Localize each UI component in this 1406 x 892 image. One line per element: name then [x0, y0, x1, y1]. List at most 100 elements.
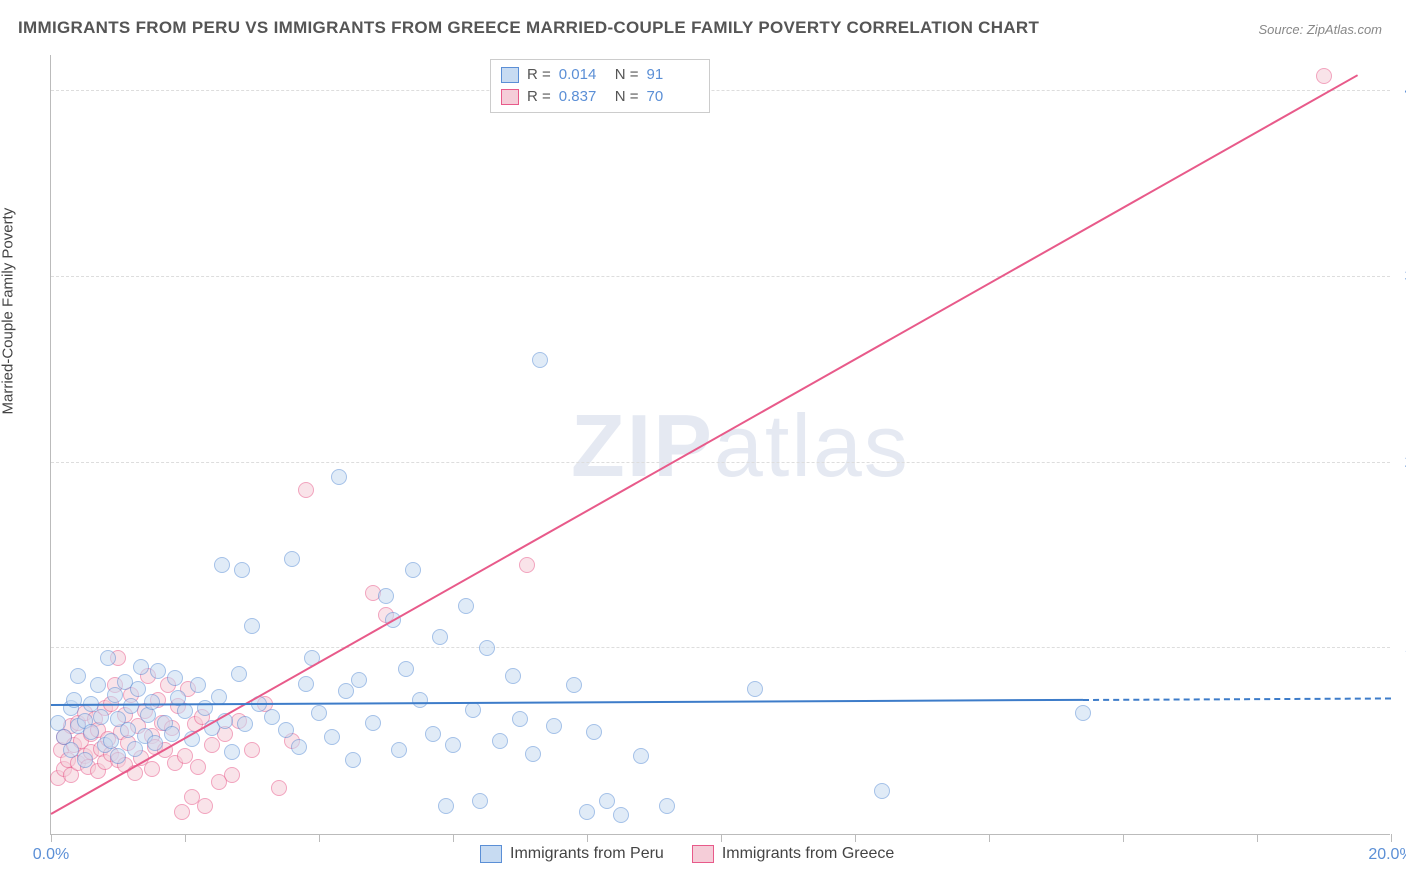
data-point-peru — [107, 687, 123, 703]
data-point-peru — [278, 722, 294, 738]
data-point-peru — [311, 705, 327, 721]
data-point-peru — [103, 733, 119, 749]
r-value-peru: 0.014 — [559, 64, 607, 86]
data-point-peru — [298, 676, 314, 692]
data-point-peru — [492, 733, 508, 749]
data-point-peru — [365, 715, 381, 731]
n-label: N = — [615, 64, 639, 86]
data-point-peru — [224, 744, 240, 760]
data-point-peru — [566, 677, 582, 693]
data-point-peru — [351, 672, 367, 688]
r-label: R = — [527, 86, 551, 108]
legend-label-peru: Immigrants from Peru — [510, 845, 664, 863]
x-tick — [185, 834, 186, 842]
swatch-peru — [501, 67, 519, 83]
legend-item-peru: Immigrants from Peru — [480, 845, 664, 863]
data-point-peru — [264, 709, 280, 725]
data-point-peru — [586, 724, 602, 740]
data-point-peru — [120, 722, 136, 738]
data-point-peru — [147, 735, 163, 751]
y-axis-label: Married-Couple Family Poverty — [0, 208, 17, 415]
data-point-peru — [90, 677, 106, 693]
data-point-peru — [532, 352, 548, 368]
data-point-peru — [445, 737, 461, 753]
data-point-peru — [177, 703, 193, 719]
data-point-greece — [197, 798, 213, 814]
swatch-peru — [480, 845, 502, 863]
data-point-greece — [190, 759, 206, 775]
data-point-peru — [331, 469, 347, 485]
x-tick-label: 20.0% — [1368, 846, 1406, 864]
data-point-peru — [458, 598, 474, 614]
trend-line-dashed — [1083, 697, 1391, 701]
data-point-peru — [214, 557, 230, 573]
data-point-peru — [100, 650, 116, 666]
data-point-peru — [190, 677, 206, 693]
data-point-peru — [324, 729, 340, 745]
data-point-peru — [512, 711, 528, 727]
data-point-peru — [70, 668, 86, 684]
data-point-peru — [83, 724, 99, 740]
data-point-peru — [659, 798, 675, 814]
x-tick — [989, 834, 990, 842]
plot-area: ZIPatlas 10.0%20.0%30.0%40.0%0.0%20.0% — [50, 55, 1390, 835]
data-point-peru — [133, 659, 149, 675]
data-point-peru — [1075, 705, 1091, 721]
data-point-peru — [505, 668, 521, 684]
x-tick-label: 0.0% — [33, 846, 69, 864]
x-tick — [1123, 834, 1124, 842]
data-point-peru — [479, 640, 495, 656]
gridline — [51, 90, 1390, 91]
x-tick — [1391, 834, 1392, 842]
data-point-peru — [127, 741, 143, 757]
data-point-peru — [546, 718, 562, 734]
data-point-peru — [291, 739, 307, 755]
data-point-peru — [345, 752, 361, 768]
data-point-peru — [123, 698, 139, 714]
gridline — [51, 276, 1390, 277]
data-point-peru — [231, 666, 247, 682]
x-tick — [453, 834, 454, 842]
data-point-peru — [438, 798, 454, 814]
data-point-peru — [425, 726, 441, 742]
data-point-peru — [747, 681, 763, 697]
x-tick — [51, 834, 52, 842]
x-tick — [855, 834, 856, 842]
data-point-peru — [465, 702, 481, 718]
data-point-peru — [391, 742, 407, 758]
data-point-peru — [150, 663, 166, 679]
legend-row-peru: R = 0.014 N = 91 — [501, 64, 695, 86]
legend-row-greece: R = 0.837 N = 70 — [501, 86, 695, 108]
data-point-greece — [244, 742, 260, 758]
data-point-peru — [432, 629, 448, 645]
data-point-greece — [204, 737, 220, 753]
swatch-greece — [501, 89, 519, 105]
data-point-peru — [472, 793, 488, 809]
x-tick — [721, 834, 722, 842]
x-tick — [1257, 834, 1258, 842]
x-tick — [587, 834, 588, 842]
data-point-peru — [599, 793, 615, 809]
data-point-peru — [130, 681, 146, 697]
n-label: N = — [615, 86, 639, 108]
series-legend: Immigrants from Peru Immigrants from Gre… — [480, 845, 894, 863]
chart-title: IMMIGRANTS FROM PERU VS IMMIGRANTS FROM … — [18, 18, 1039, 38]
data-point-peru — [412, 692, 428, 708]
data-point-peru — [613, 807, 629, 823]
n-value-peru: 91 — [647, 64, 695, 86]
legend-label-greece: Immigrants from Greece — [722, 845, 894, 863]
data-point-peru — [164, 726, 180, 742]
data-point-peru — [167, 670, 183, 686]
n-value-greece: 70 — [647, 86, 695, 108]
data-point-greece — [144, 761, 160, 777]
data-point-peru — [579, 804, 595, 820]
data-point-peru — [144, 694, 160, 710]
data-point-greece — [519, 557, 535, 573]
data-point-peru — [244, 618, 260, 634]
swatch-greece — [692, 845, 714, 863]
data-point-greece — [271, 780, 287, 796]
data-point-peru — [197, 700, 213, 716]
correlation-legend: R = 0.014 N = 91 R = 0.837 N = 70 — [490, 59, 710, 113]
data-point-greece — [224, 767, 240, 783]
data-point-peru — [874, 783, 890, 799]
